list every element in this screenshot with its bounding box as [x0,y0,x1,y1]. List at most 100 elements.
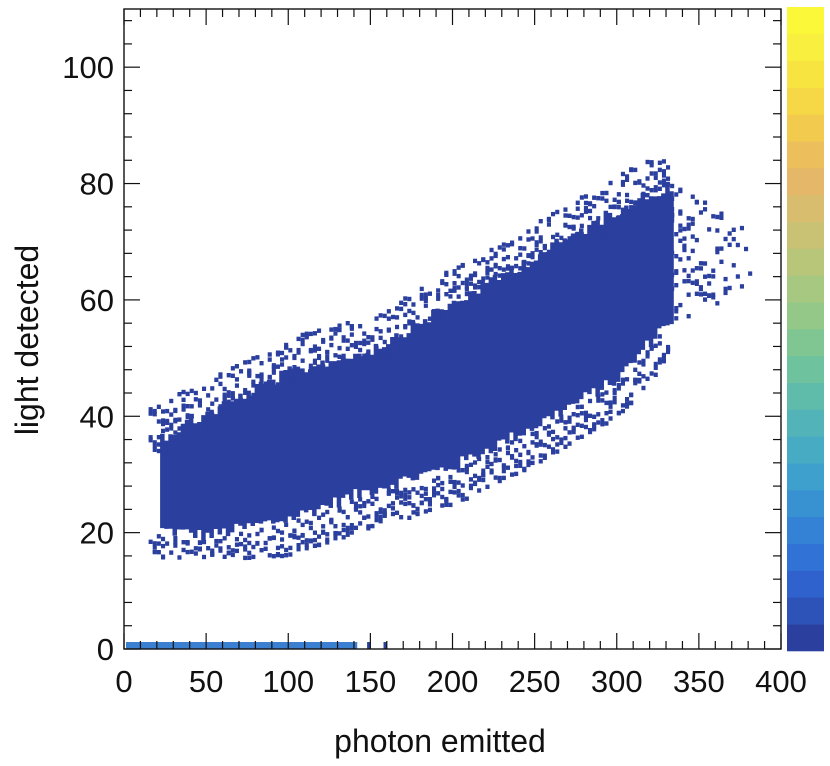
zero-row-bar [126,642,358,649]
histogram-bin [633,180,638,186]
histogram-bin [625,401,630,406]
histogram-bin [202,416,207,421]
histogram-bin [222,536,227,541]
histogram-bin [534,247,539,252]
histogram-bin [353,501,358,506]
x-axis-ticks: 0 50 100 150 200 250 300 350 400 [115,9,807,699]
histogram-bin [588,208,593,214]
y-tick-label: 20 [80,516,114,551]
histogram-bin [497,292,502,297]
histogram-bin [259,548,264,553]
histogram-bin [403,496,408,501]
colorbar-segment [787,33,824,61]
histogram-bin [415,506,420,512]
histogram-bin [312,358,317,363]
histogram-bin [440,480,445,486]
histogram-bin [497,475,502,481]
histogram-bin [407,501,412,506]
histogram-bin [386,353,391,359]
histogram-bin [563,435,568,441]
histogram-bin [526,462,531,468]
histogram-bin [481,285,486,290]
histogram-bin [731,263,736,268]
histogram-bin [661,169,666,174]
histogram-bin [165,541,170,546]
histogram-bin [678,209,683,214]
histogram-bin [403,487,408,493]
histogram-bin [637,198,642,203]
histogram-bin [567,430,572,435]
histogram-bin [538,442,543,447]
histogram-bin [358,340,363,346]
histogram-bin [197,428,202,433]
histogram-bin [653,175,658,180]
histogram-bin [214,543,219,548]
histogram-bin [296,535,301,540]
histogram-bin [370,501,375,506]
zero-row-bin [367,642,371,649]
histogram-bin [522,246,527,251]
histogram-bin [193,397,198,402]
histogram-bin [206,421,211,427]
histogram-bin [415,511,420,516]
histogram-bin [390,352,395,357]
histogram-bin [600,190,605,196]
histogram-bin [247,368,252,373]
histogram-bin [399,300,404,305]
histogram-bin [534,430,539,436]
colorbar-segment [787,248,824,276]
histogram-bin [259,402,264,407]
histogram-bin [604,224,609,229]
histogram-bin [711,295,716,300]
histogram-bin [210,548,215,553]
histogram-bin [349,332,354,337]
histogram-bin [161,409,166,414]
histogram-bin [477,488,482,493]
histogram-bin [625,198,630,203]
histogram-bin [551,250,556,255]
histogram-bin [489,468,494,473]
histogram-bin [419,500,424,506]
histogram-bin [222,386,227,392]
histogram-bin [386,327,391,332]
y-tick-label: 60 [80,283,114,318]
histogram-bin [304,538,309,543]
histogram-bin [386,503,391,509]
histogram-bin [292,533,297,539]
histogram-bin [505,465,510,470]
histogram-bin [661,183,666,188]
histogram-bin [678,302,683,308]
histogram-bin [390,489,395,494]
histogram-bin [448,316,453,321]
histogram-bin [156,435,161,440]
histogram-bin [501,464,506,470]
histogram-bin [345,532,350,537]
histogram-bin [165,408,170,414]
histogram-bin [321,339,326,344]
histogram-bin [567,213,572,218]
histogram-bin [399,306,404,312]
histogram-bin [427,330,432,335]
histogram-bin [349,343,354,348]
histogram-bin [563,222,568,228]
histogram-bin [670,196,675,201]
histogram-bin [267,553,272,558]
histogram-bin [156,448,161,454]
histogram-bin [555,209,560,215]
histogram-bin [653,365,658,370]
histogram-bin [345,528,350,533]
histogram-bin [583,417,588,423]
histogram-bin [629,214,634,220]
histogram-bin [567,224,572,230]
histogram-bin [390,506,395,511]
histogram-bin [284,553,289,558]
histogram-bin [378,519,383,524]
histogram-bin [337,361,342,366]
histogram-bin [637,179,642,184]
histogram-bin [390,314,395,320]
histogram-bin [600,232,605,237]
histogram-bin [427,316,432,321]
histogram-bin [161,445,166,450]
histogram-bin [637,371,642,376]
histogram-bin [419,493,424,499]
